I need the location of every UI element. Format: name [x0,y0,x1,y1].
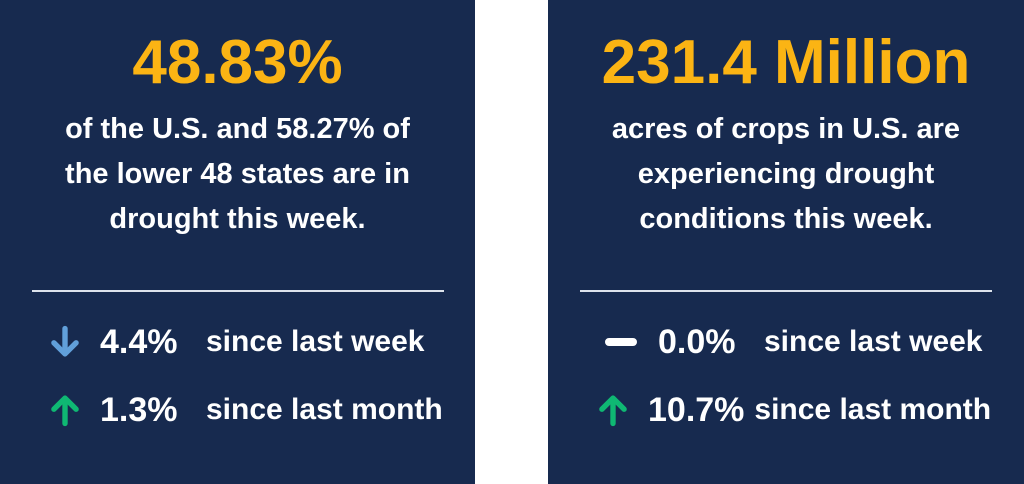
stat-row-month: 1.3% since last month [46,386,475,434]
arrow-down-icon [46,322,92,362]
stat-value: 4.4% [100,322,178,361]
stat-value: 0.0% [658,322,736,361]
card-headline: 231.4 Million [601,28,971,97]
card-description: acres of crops in U.S. are experiencing … [611,113,961,236]
stat-label: since last month [206,393,443,427]
stat-label: since last week [206,325,425,359]
stat-row-month: 10.7% since last month [594,386,1024,434]
arrow-up-icon [46,390,92,430]
card-headline: 48.83% [132,28,343,97]
stat-row-week: 4.4% since last week [46,318,475,366]
stat-value: 1.3% [100,390,178,429]
stat-label: since last month [754,393,992,427]
divider [31,290,444,293]
divider [580,290,992,293]
drought-percent-card: 48.83% of the U.S. and 58.27% of the low… [0,0,475,484]
crop-acres-card: 231.4 Million acres of crops in U.S. are… [548,0,1024,484]
stat-value: 10.7% [648,390,745,429]
card-description: of the U.S. and 58.27% of the lower 48 s… [65,113,410,236]
trend-stats: 4.4% since last week 1.3% since last mon… [0,318,475,434]
trend-stats: 0.0% since last week 10.7% since last mo… [548,318,1024,434]
flat-dash-icon [594,336,650,348]
arrow-up-icon [594,390,640,430]
stat-row-week: 0.0% since last week [594,318,1024,366]
stat-label: since last week [764,325,983,359]
